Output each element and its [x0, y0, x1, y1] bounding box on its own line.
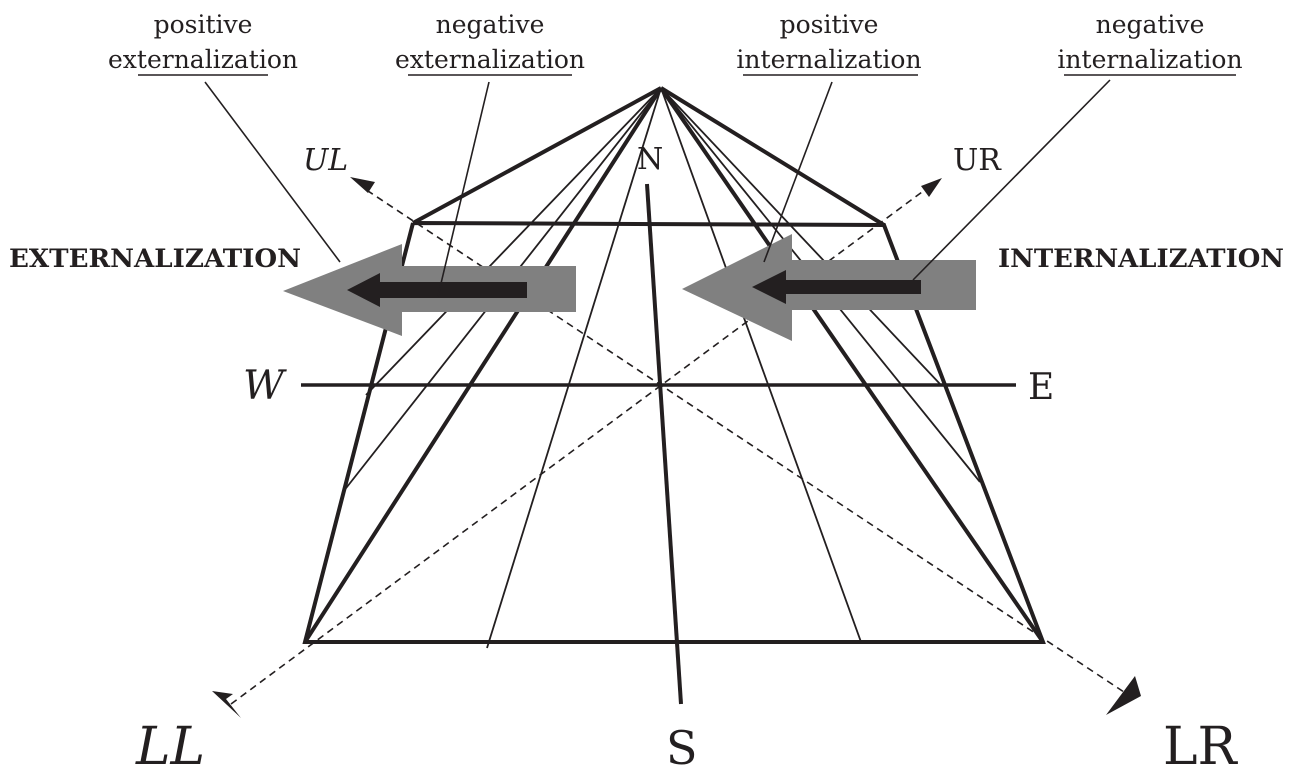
- dir-ll: LL: [135, 717, 205, 770]
- dir-n: N: [637, 142, 663, 177]
- label-line-1: negative: [436, 10, 545, 39]
- fan-line: [660, 87, 862, 643]
- label-negative-internalization: negative internalization: [1057, 10, 1243, 76]
- leader-positive-externalization: [204, 81, 341, 263]
- diagonal-axes: [230, 188, 1134, 705]
- label-positive-externalization: positive externalization: [108, 10, 298, 76]
- arrowhead-ul: [350, 177, 375, 193]
- apex-edge-left: [412, 86, 662, 225]
- label-line-2: externalization: [395, 45, 585, 74]
- dir-w: W: [243, 363, 287, 409]
- apex-edge-right: [659, 86, 886, 227]
- label-line-2: externalization: [108, 45, 298, 74]
- label-line-1: positive: [154, 10, 253, 39]
- axis-lr-ul: [364, 188, 1134, 699]
- label-externalization: EXTERNALIZATION: [9, 244, 301, 273]
- leader-negative-internalization: [912, 79, 1111, 281]
- dir-e: E: [1028, 367, 1054, 408]
- leader-lines: [204, 79, 1111, 297]
- leader-positive-internalization: [763, 81, 833, 263]
- dir-ur: UR: [953, 143, 1002, 178]
- arrowhead-ur: [921, 178, 942, 197]
- label-internalization: INTERNALIZATION: [998, 244, 1284, 273]
- label-positive-internalization: positive internalization: [736, 10, 922, 76]
- arrowhead-lr: [1106, 676, 1141, 715]
- dir-s: S: [666, 721, 698, 770]
- small-arrow-right: [752, 270, 921, 304]
- leader-negative-externalization: [437, 81, 490, 297]
- pyramid-outline: [302, 86, 1046, 644]
- arrowhead-ll: [212, 691, 241, 718]
- small-arrow-left: [347, 273, 527, 307]
- fan-line: [365, 87, 662, 396]
- apex-to-lr: [659, 86, 1045, 644]
- north-south-line: [645, 183, 683, 705]
- label-line-1: negative: [1096, 10, 1205, 39]
- axis-arrowheads: [212, 177, 1141, 718]
- label-line-1: positive: [780, 10, 879, 39]
- label-negative-externalization: negative externalization: [395, 10, 585, 76]
- small-arrows: [347, 270, 921, 307]
- apex-to-ll: [303, 86, 663, 644]
- label-line-2: internalization: [736, 45, 921, 74]
- fan-line: [486, 87, 662, 649]
- dir-ul: UL: [303, 143, 348, 178]
- dir-lr: LR: [1163, 717, 1239, 770]
- label-line-2: internalization: [1057, 45, 1242, 74]
- fan-line: [660, 87, 941, 385]
